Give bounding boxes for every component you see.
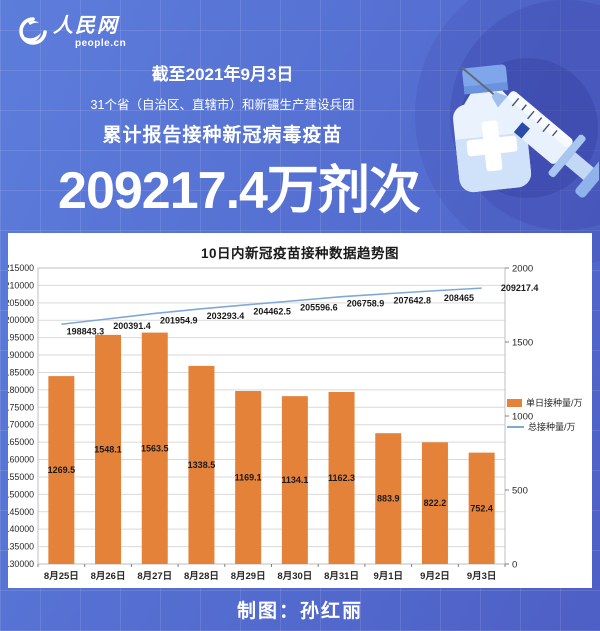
svg-text:140000: 140000 <box>8 524 34 534</box>
svg-text:215000: 215000 <box>8 263 34 273</box>
svg-text:9月3日: 9月3日 <box>467 571 497 582</box>
svg-text:500: 500 <box>512 486 528 497</box>
svg-text:155000: 155000 <box>8 472 34 482</box>
svg-text:206758.9: 206758.9 <box>347 299 385 309</box>
bar-8月29日 <box>235 390 262 564</box>
svg-text:1162.3: 1162.3 <box>328 473 355 483</box>
bar-8月25日 <box>48 376 75 564</box>
svg-text:200391.4: 200391.4 <box>113 321 151 331</box>
svg-text:175000: 175000 <box>8 402 34 412</box>
svg-text:8月25日: 8月25日 <box>44 571 79 582</box>
svg-text:207642.8: 207642.8 <box>393 296 431 306</box>
bar-9月3日 <box>468 452 495 564</box>
chart-title: 10日内新冠疫苗接种数据趋势图 <box>200 246 400 261</box>
svg-text:8月28日: 8月28日 <box>184 571 219 582</box>
svg-text:201954.9: 201954.9 <box>160 315 198 325</box>
bar-9月1日 <box>375 433 402 564</box>
svg-text:1269.5: 1269.5 <box>48 465 76 475</box>
svg-text:8月26日: 8月26日 <box>91 571 126 582</box>
svg-text:204462.5: 204462.5 <box>253 307 291 317</box>
svg-text:210000: 210000 <box>8 280 34 290</box>
bar-8月28日 <box>188 365 215 564</box>
legend-item-total: 总接种量/万 <box>507 420 583 433</box>
svg-text:180000: 180000 <box>8 385 34 395</box>
total-doses-number: 209217.4万剂次 <box>58 162 421 220</box>
svg-text:2000: 2000 <box>512 264 533 275</box>
svg-text:200000: 200000 <box>8 315 34 325</box>
bar-series-swatch <box>507 398 522 407</box>
svg-text:883.9: 883.9 <box>377 494 400 504</box>
logo-domain: people.cn <box>75 38 127 49</box>
svg-text:1500: 1500 <box>512 338 533 349</box>
as-of-date: 截至2021年9月3日 <box>151 65 294 84</box>
svg-text:160000: 160000 <box>8 455 34 465</box>
svg-text:1548.1: 1548.1 <box>94 444 122 454</box>
svg-text:198843.3: 198843.3 <box>67 326 105 336</box>
svg-text:203293.4: 203293.4 <box>207 311 245 321</box>
svg-text:1134.1: 1134.1 <box>281 475 308 485</box>
svg-text:165000: 165000 <box>8 437 34 447</box>
headline: 累计报告接种新冠病毒疫苗 <box>102 125 343 146</box>
svg-text:9月2日: 9月2日 <box>420 571 450 582</box>
svg-text:1563.5: 1563.5 <box>141 443 169 453</box>
svg-text:170000: 170000 <box>8 420 34 430</box>
syringe-icon <box>460 66 600 198</box>
svg-text:0: 0 <box>512 560 517 571</box>
vaccine-illustration <box>413 36 600 226</box>
legend-item-daily: 单日接种量/万 <box>507 396 583 409</box>
people-cn-logo: 人民网 people.cn <box>18 16 126 53</box>
svg-text:1169.1: 1169.1 <box>235 472 262 482</box>
svg-text:135000: 135000 <box>8 542 34 552</box>
svg-text:1338.5: 1338.5 <box>188 460 216 470</box>
bar-8月30日 <box>281 396 308 564</box>
line-series-swatch <box>507 425 524 428</box>
region-scope: 31个省（自治区、直辖市）和新疆生产建设兵团 <box>90 98 355 112</box>
svg-text:208465: 208465 <box>444 293 474 303</box>
credit-line: 制图：孙红丽 <box>236 601 363 622</box>
bar-9月2日 <box>421 442 448 564</box>
svg-text:145000: 145000 <box>8 507 34 517</box>
legend-label-total: 总接种量/万 <box>528 422 576 432</box>
svg-text:9月1日: 9月1日 <box>373 571 403 582</box>
svg-text:8月29日: 8月29日 <box>231 571 266 582</box>
bar-8月27日 <box>141 332 168 564</box>
svg-text:209217.4: 209217.4 <box>501 283 539 293</box>
svg-text:205596.6: 205596.6 <box>300 303 338 313</box>
svg-text:822.2: 822.2 <box>424 498 447 508</box>
logo-chinese-name: 人民网 <box>53 15 119 37</box>
svg-text:130000: 130000 <box>8 559 34 569</box>
logo-text: 人民网 people.cn <box>53 16 126 49</box>
svg-text:8月31日: 8月31日 <box>324 571 359 582</box>
legend-label-daily: 单日接种量/万 <box>526 398 583 408</box>
svg-text:752.4: 752.4 <box>470 503 493 513</box>
svg-text:8月30日: 8月30日 <box>277 571 312 582</box>
svg-text:205000: 205000 <box>8 298 34 308</box>
svg-text:190000: 190000 <box>8 350 34 360</box>
total-line <box>61 287 482 326</box>
chart-legend: 单日接种量/万 总接种量/万 <box>507 396 583 433</box>
chart-panel: 10日内新冠疫苗接种数据趋势图 130000 135000 140000 145000… <box>8 233 592 588</box>
svg-text:185000: 185000 <box>8 367 34 377</box>
svg-text:1000: 1000 <box>512 412 533 423</box>
svg-text:195000: 195000 <box>8 333 34 343</box>
svg-text:8月27日: 8月27日 <box>137 571 172 582</box>
globe-swirl-icon <box>18 16 48 53</box>
bar-8月31日 <box>328 391 355 564</box>
bar-8月26日 <box>95 334 122 564</box>
header-text-block: 截至2021年9月3日 31个省（自治区、直辖市）和新疆生产建设兵团 累计报告接… <box>0 60 445 147</box>
